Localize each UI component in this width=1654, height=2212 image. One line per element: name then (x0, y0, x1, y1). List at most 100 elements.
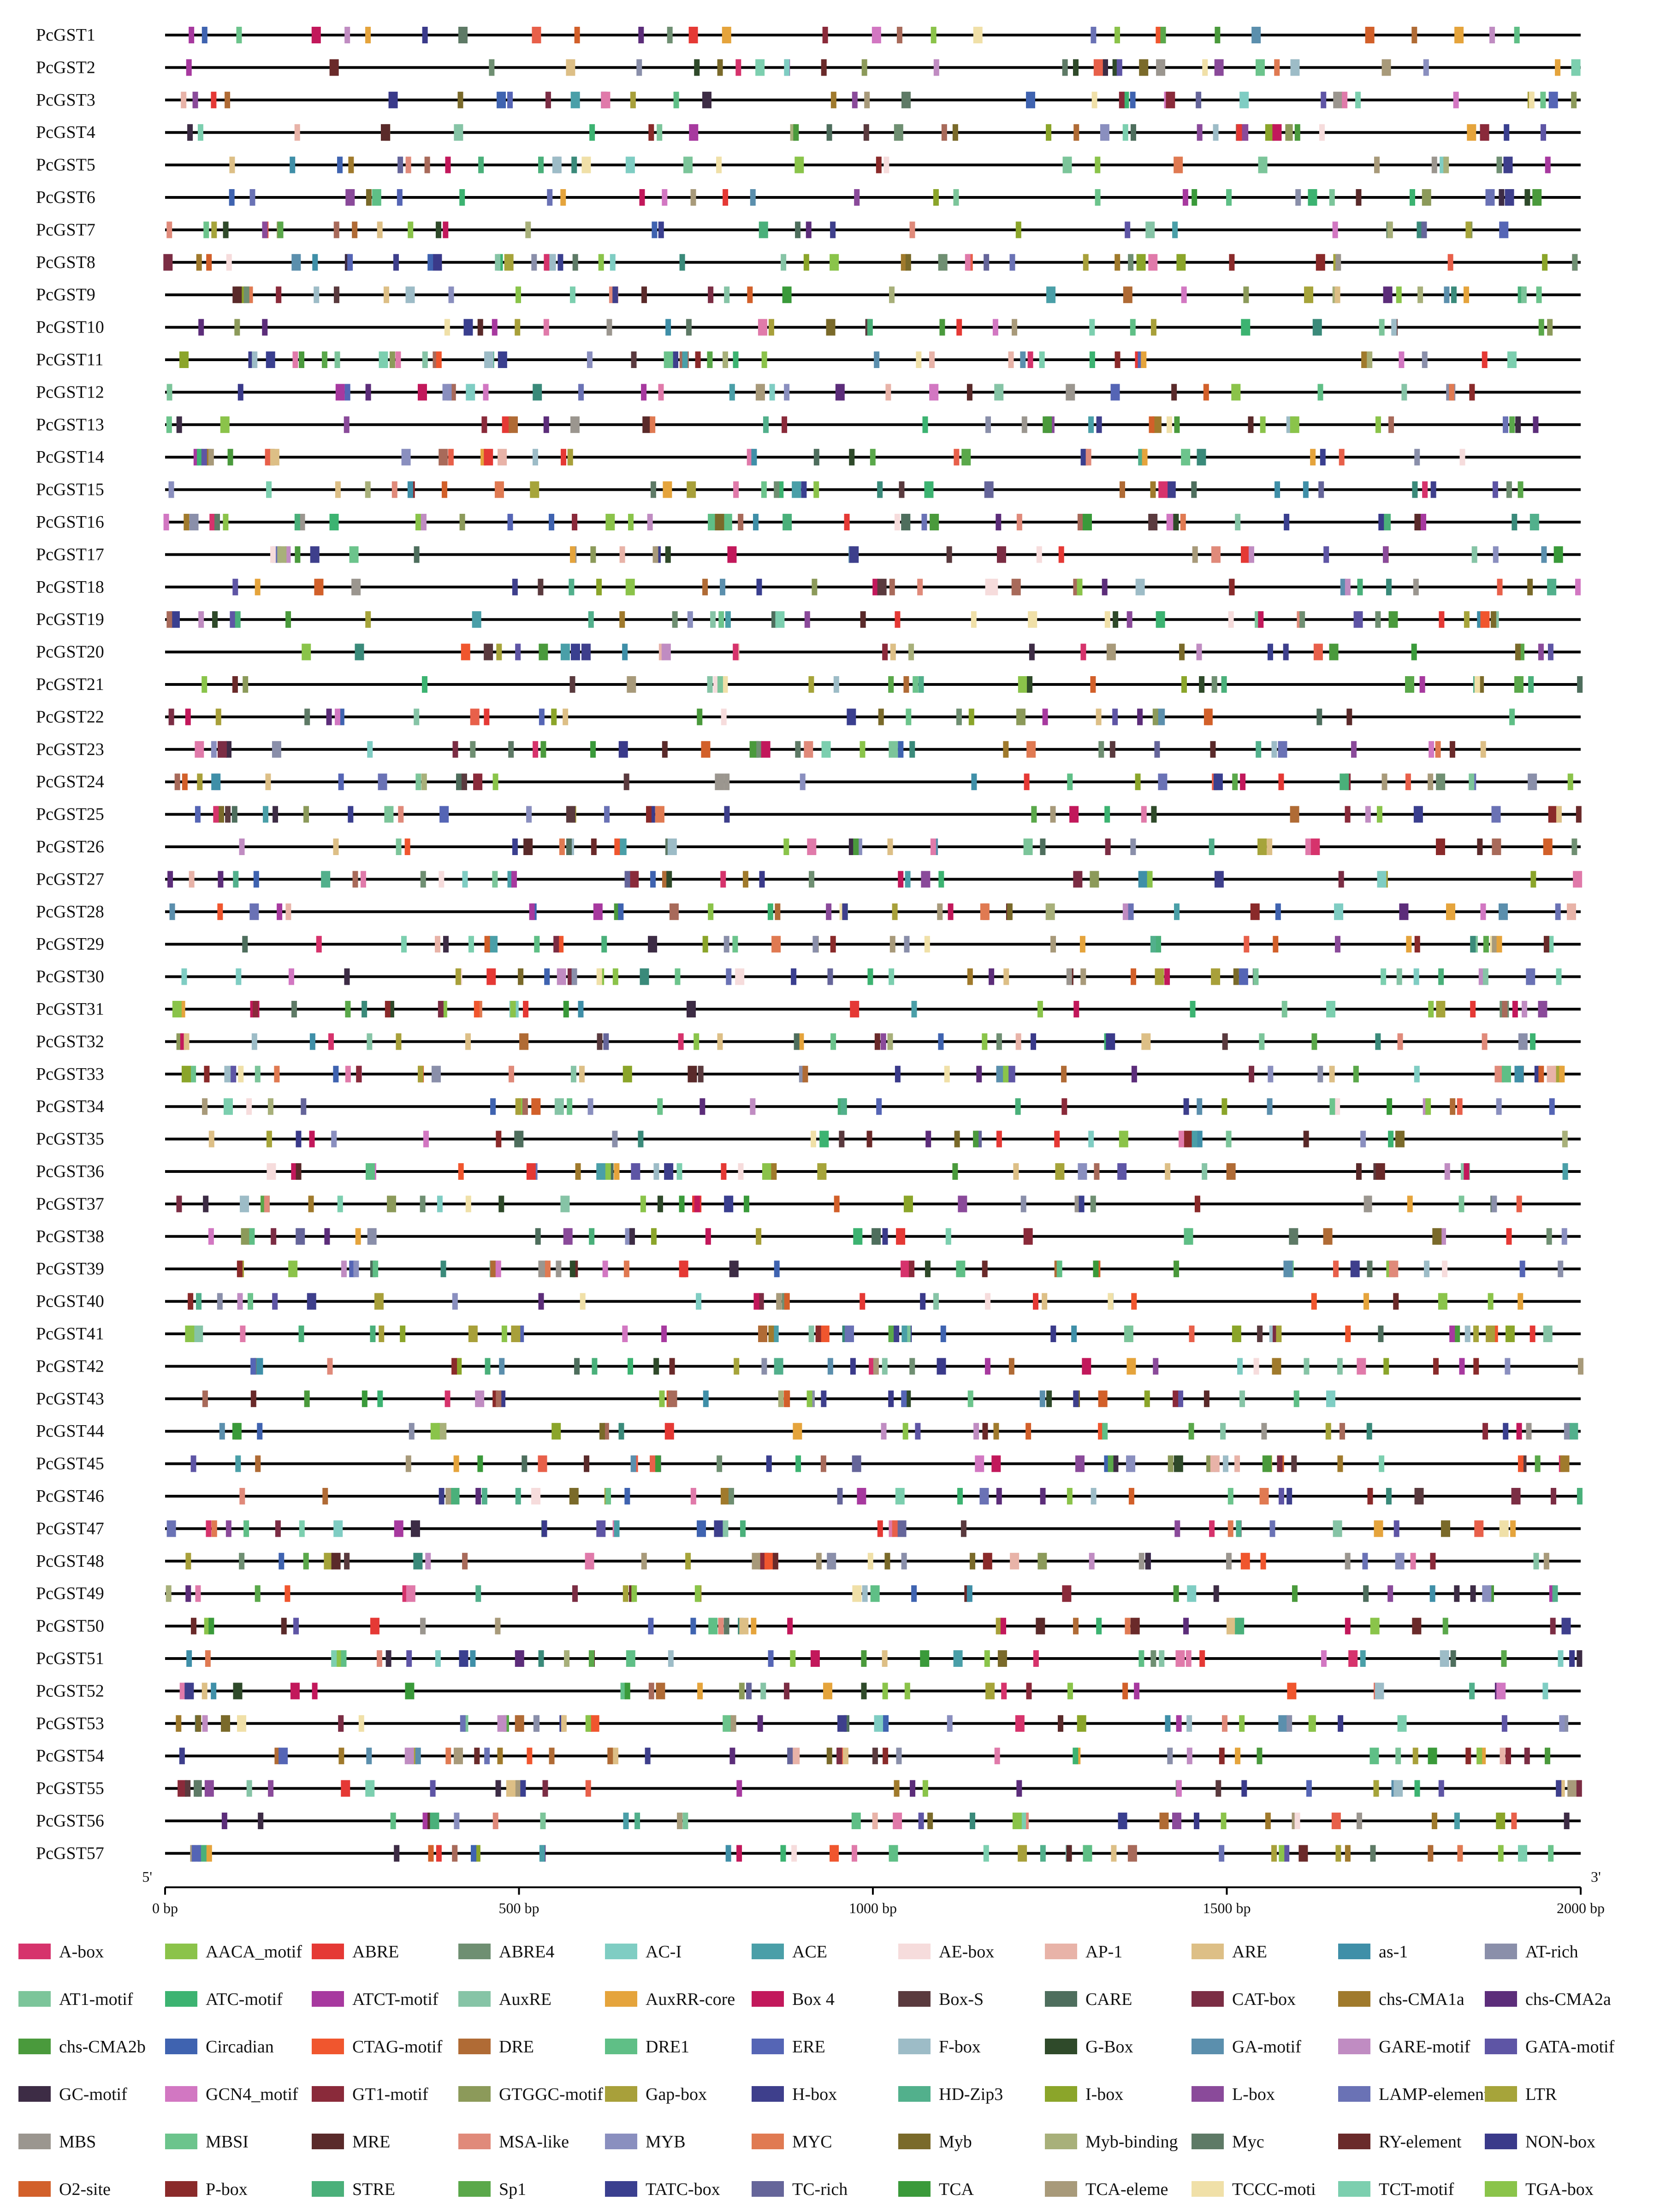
motif-mark (525, 221, 531, 238)
motif-mark (1220, 1423, 1226, 1440)
motif-mark (1572, 254, 1578, 271)
motif-mark (1538, 643, 1544, 660)
motif-mark (675, 968, 681, 985)
motif-mark (954, 449, 960, 466)
motif-mark (1294, 124, 1300, 141)
motif-mark (1527, 578, 1533, 595)
motif-mark (1174, 156, 1183, 173)
motif-mark (1528, 676, 1534, 693)
motif-mark (1174, 416, 1180, 433)
motif-mark (732, 936, 738, 953)
motif-mark (291, 1163, 297, 1180)
motif-mark (1139, 59, 1149, 76)
legend-swatch (312, 1944, 344, 1959)
motif-mark (379, 1326, 385, 1342)
motif-mark (909, 1358, 915, 1375)
motif-mark (1310, 1715, 1316, 1732)
motif-mark (188, 1293, 194, 1310)
motif-mark (192, 91, 198, 108)
motif-mark (1555, 59, 1561, 76)
motif-mark (1096, 1617, 1102, 1635)
legend-item: TGA-box (1485, 2180, 1594, 2199)
motif-mark (724, 806, 730, 823)
motif-mark (686, 1001, 696, 1017)
motif-mark (1480, 741, 1486, 758)
motif-mark (288, 1261, 298, 1278)
motif-mark (673, 351, 679, 368)
motif-mark (296, 1228, 305, 1245)
motif-mark (433, 254, 442, 271)
motif-mark (299, 514, 305, 530)
motif-mark (495, 1261, 501, 1278)
motif-mark (1226, 189, 1232, 206)
motif-mark (484, 351, 493, 368)
motif-mark (956, 708, 962, 725)
motif-mark (507, 91, 513, 108)
motif-mark (1414, 1065, 1420, 1082)
motif-mark (430, 1423, 440, 1440)
motif-mark (255, 578, 261, 595)
motif-mark (930, 838, 936, 855)
motif-mark (444, 319, 450, 336)
motif-mark (979, 1488, 989, 1504)
motif-mark (1449, 1326, 1455, 1342)
motif-mark (1141, 806, 1147, 823)
motif-mark (459, 189, 465, 206)
motif-mark (1150, 1650, 1156, 1667)
motif-mark (1203, 1390, 1209, 1407)
gene-row: PcGST56 (36, 1811, 1581, 1831)
motif-mark (1323, 1228, 1333, 1245)
motif-mark (1123, 91, 1129, 108)
motif-mark (1179, 643, 1185, 660)
motif-mark (547, 189, 553, 206)
motif-mark (1348, 1650, 1358, 1667)
motif-mark (1396, 286, 1402, 303)
gene-label: PcGST38 (36, 1227, 104, 1246)
motif-mark (623, 1261, 629, 1278)
motif-mark (231, 806, 237, 823)
motif-mark (490, 1098, 496, 1115)
motif-mark (1228, 611, 1234, 628)
motif-mark (985, 578, 991, 595)
motif-mark (206, 254, 212, 271)
motif-mark (321, 351, 327, 368)
motif-mark (181, 968, 187, 985)
legend-swatch (1338, 2134, 1370, 2149)
motif-mark (1550, 1617, 1556, 1635)
legend-swatch (605, 2134, 637, 2149)
motif-mark (1104, 611, 1110, 628)
motif-mark (659, 1390, 665, 1407)
motif-mark (1470, 1001, 1476, 1017)
motif-mark (217, 903, 223, 920)
motif-mark (871, 1228, 881, 1245)
motif-mark (822, 27, 828, 43)
motif-mark (892, 903, 898, 920)
motif-mark (1350, 1261, 1360, 1278)
legend-item: Sp1 (458, 2180, 526, 2199)
gene-row: PcGST35 (36, 1130, 1581, 1149)
motif-mark (697, 708, 703, 725)
motif-mark (1411, 643, 1417, 660)
gene-row: PcGST28 (36, 902, 1581, 922)
motif-mark (761, 1358, 767, 1375)
gene-row: PcGST13 (36, 415, 1581, 434)
motif-mark (445, 1748, 451, 1765)
motif-mark (1519, 1261, 1525, 1278)
motif-mark (716, 156, 722, 173)
motif-mark (331, 1650, 337, 1667)
motif-mark (404, 1748, 414, 1765)
motif-mark (605, 1163, 611, 1180)
motif-mark (1114, 27, 1120, 43)
motif-mark (174, 773, 180, 791)
motif-mark (423, 1130, 429, 1148)
motif-mark (470, 1650, 476, 1667)
legend-item: chs-CMA2a (1485, 1990, 1611, 2009)
gene-label: PcGST43 (36, 1389, 104, 1409)
motif-mark (941, 124, 947, 141)
motif-mark (365, 1780, 375, 1797)
legend-item: O2-site (18, 2180, 111, 2199)
motif-mark (331, 1552, 341, 1570)
gene-label: PcGST10 (36, 318, 104, 337)
motif-mark (539, 708, 545, 725)
legend-item: as-1 (1338, 1942, 1408, 1962)
